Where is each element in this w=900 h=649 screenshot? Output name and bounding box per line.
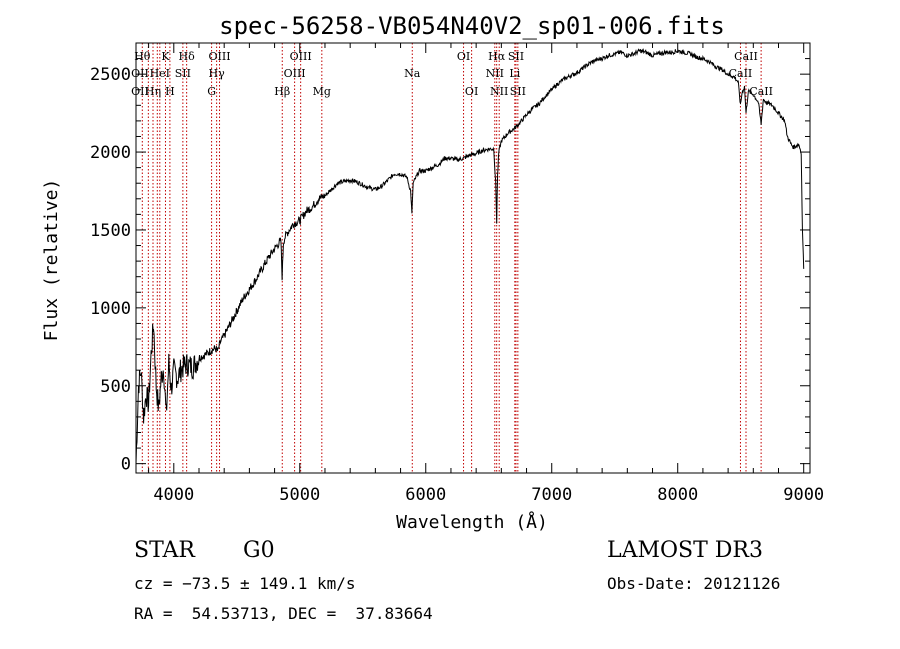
line-label: G xyxy=(207,85,216,98)
line-label: HeI xyxy=(150,67,170,80)
spectral-line-labels: HθHηHeIKHSIIHδGHγOIIIHβOIIIOIIIMgNaOIOIN… xyxy=(131,50,773,98)
line-label: Mg xyxy=(313,85,331,98)
y-tick-label: 1000 xyxy=(90,299,131,319)
line-label: Hγ xyxy=(209,67,226,80)
line-label: NII xyxy=(486,67,504,80)
line-label: Hδ xyxy=(179,50,196,63)
line-label: OIII xyxy=(290,50,312,63)
line-label: CaII xyxy=(734,50,758,63)
y-tick-label: 2000 xyxy=(90,143,131,163)
spectrum-series xyxy=(135,47,805,464)
line-label: OIII xyxy=(284,67,306,80)
redshift-velocity: cz = −73.5 ± 149.1 km/s xyxy=(134,574,356,593)
flux-line xyxy=(135,47,805,464)
line-label: Na xyxy=(404,67,421,80)
line-label: Li xyxy=(509,67,520,80)
x-axis-ticks: 4000 5000 6000 7000 8000 9000 xyxy=(148,43,824,505)
object-class: STAR xyxy=(134,538,195,563)
line-label: OI xyxy=(457,50,470,63)
line-label: Hη xyxy=(145,85,161,98)
line-label: OI xyxy=(465,85,478,98)
x-tick-label: 7000 xyxy=(531,485,572,505)
line-label: OII xyxy=(131,67,149,80)
chart-title: spec-56258-VB054N40V2_sp01-006.fits xyxy=(219,12,725,40)
y-axis-label: Flux (relative) xyxy=(41,179,62,342)
x-tick-label: 8000 xyxy=(657,485,698,505)
line-label: NII xyxy=(490,85,508,98)
x-tick-label: 5000 xyxy=(279,485,320,505)
spectral-line-markers xyxy=(141,43,762,473)
coordinates: RA = 54.53713, DEC = 37.83664 xyxy=(134,604,433,623)
line-label: H xyxy=(165,85,175,98)
line-label: SII xyxy=(508,50,524,63)
x-tick-label: 4000 xyxy=(153,485,194,505)
x-tick-label: 9000 xyxy=(783,485,824,505)
object-subclass: G0 xyxy=(243,538,275,563)
line-label: Hθ xyxy=(134,50,151,63)
line-label: Hα xyxy=(488,50,506,63)
line-label: CaII xyxy=(749,85,773,98)
y-tick-label: 500 xyxy=(100,377,131,397)
y-tick-label: 1500 xyxy=(90,221,131,241)
line-label: OIII xyxy=(208,50,230,63)
line-label: SII xyxy=(510,85,526,98)
y-axis-ticks: 0 500 1000 1500 2000 2500 xyxy=(90,58,810,475)
x-tick-label: 6000 xyxy=(405,485,446,505)
observation-date: Obs-Date: 20121126 xyxy=(607,574,781,593)
line-label: OII xyxy=(131,85,149,98)
plot-frame xyxy=(135,42,811,474)
survey-name: LAMOST DR3 xyxy=(607,538,763,563)
line-label: SII xyxy=(175,67,191,80)
y-tick-label: 0 xyxy=(121,455,131,475)
line-label: Hβ xyxy=(274,85,290,98)
line-label: K xyxy=(161,50,170,63)
x-axis-label: Wavelength (Å) xyxy=(396,511,548,533)
y-tick-label: 2500 xyxy=(90,65,131,85)
